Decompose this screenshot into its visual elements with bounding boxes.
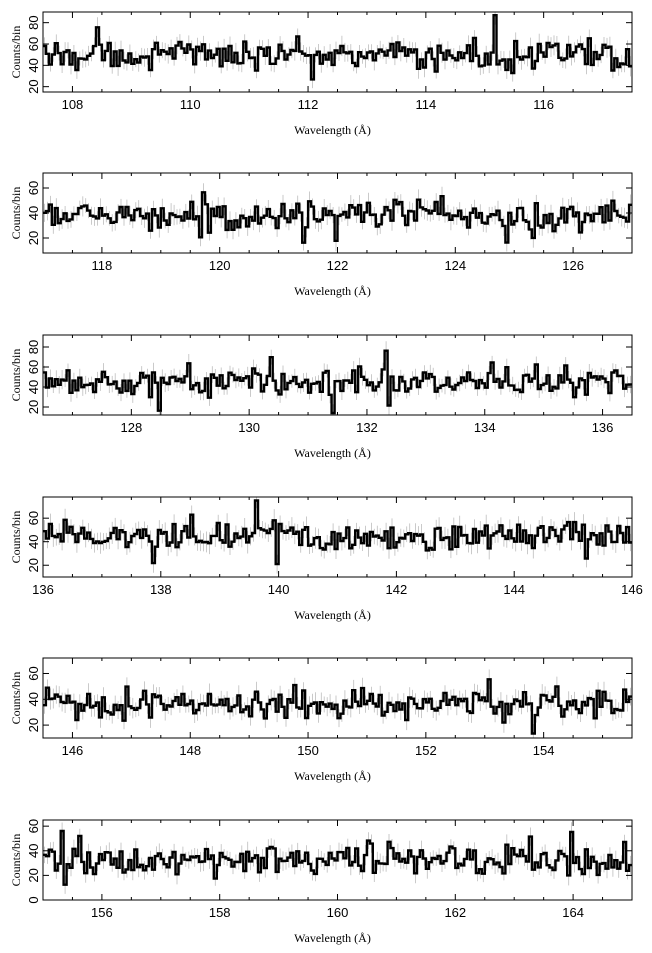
x-tick-label: 122	[327, 258, 349, 273]
counts-step-line	[43, 349, 632, 415]
y-tick-label: 20	[26, 79, 41, 93]
x-tick-label: 138	[150, 582, 172, 597]
y-tick-label: 40	[26, 844, 41, 858]
x-tick-label: 110	[180, 97, 201, 112]
x-tick-label: 162	[444, 905, 466, 920]
plot-frame	[42, 657, 633, 739]
spectrum-panel-4: 136 138 140 142 144 146 20 40 60 Wavelength (Å) Co…	[9, 496, 643, 622]
x-tick-label: 116	[533, 97, 554, 112]
y-tick-label: 60	[26, 511, 41, 525]
y-tick-label: 40	[26, 206, 41, 220]
x-tick-label: 152	[415, 743, 437, 758]
spectrum-panel-2: 118 120 122 124 126 20 40 60 Wavelength (Å) Count…	[9, 172, 633, 298]
y-axis-label: Counts/bin	[9, 349, 23, 402]
y-tick-label: 40	[26, 58, 41, 72]
x-tick-label: 112	[298, 97, 319, 112]
x-axis-label: Wavelength (Å)	[294, 931, 371, 945]
x-axis-label: Wavelength (Å)	[294, 608, 371, 622]
y-tick-label: 80	[26, 15, 41, 29]
spectrum-panel-1: 108 110 112 114 116 20 40 60 80 Wavelength (Å) Cou…	[9, 11, 633, 137]
spectrum-panel-3: 128 130 132 134 136 20 40 60 80 Wavelength (Å) Cou…	[9, 334, 633, 460]
y-tick-label: 80	[26, 340, 41, 354]
x-tick-label: 146	[62, 743, 84, 758]
x-axis-label: Wavelength (Å)	[294, 123, 371, 137]
y-tick-label: 20	[26, 718, 41, 732]
x-tick-label: 132	[356, 420, 378, 435]
y-tick-label: 60	[26, 181, 41, 195]
y-tick-label: 60	[26, 666, 41, 680]
y-tick-label: 60	[26, 37, 41, 51]
x-tick-label: 130	[238, 420, 260, 435]
x-tick-label: 154	[533, 743, 555, 758]
x-tick-label: 120	[209, 258, 231, 273]
x-tick-label: 136	[32, 582, 54, 597]
y-tick-label: 40	[26, 534, 41, 548]
y-tick-label: 0	[26, 896, 41, 903]
x-tick-label: 146	[621, 582, 643, 597]
x-tick-label: 136	[592, 420, 614, 435]
x-axis-label: Wavelength (Å)	[294, 446, 371, 460]
counts-step-line	[43, 499, 632, 566]
x-tick-label: 164	[562, 905, 584, 920]
x-tick-label: 156	[91, 905, 113, 920]
counts-step-line	[43, 191, 632, 244]
counts-step-line	[43, 14, 632, 81]
x-tick-label: 124	[444, 258, 466, 273]
y-tick-label: 20	[26, 558, 41, 572]
y-tick-label: 40	[26, 380, 41, 394]
y-tick-label: 20	[26, 868, 41, 882]
y-tick-label: 40	[26, 692, 41, 706]
x-tick-label: 148	[179, 743, 201, 758]
y-tick-label: 60	[26, 819, 41, 833]
x-tick-label: 134	[474, 420, 496, 435]
counts-step-line	[43, 829, 632, 886]
spectrum-panel-6: 156 158 160 162 164 0 20 40 60 Wavelength (Å) Coun…	[9, 819, 633, 945]
y-tick-label: 60	[26, 360, 41, 374]
error-bars	[44, 341, 631, 415]
y-axis-label: Counts/bin	[9, 511, 23, 564]
plot-frame	[42, 334, 633, 416]
x-tick-label: 118	[92, 258, 113, 273]
y-axis-label: Counts/bin	[9, 672, 23, 725]
counts-step-line	[43, 678, 632, 735]
x-tick-label: 144	[503, 582, 525, 597]
x-tick-label: 108	[62, 97, 84, 112]
y-axis-label: Counts/bin	[9, 26, 23, 79]
x-axis-label: Wavelength (Å)	[294, 769, 371, 783]
y-tick-label: 20	[26, 231, 41, 245]
x-axis-label: Wavelength (Å)	[294, 284, 371, 298]
x-tick-label: 158	[209, 905, 231, 920]
y-axis-label: Counts/bin	[9, 187, 23, 240]
x-tick-label: 142	[386, 582, 408, 597]
x-tick-label: 160	[327, 905, 349, 920]
x-tick-label: 128	[120, 420, 142, 435]
x-tick-label: 126	[562, 258, 584, 273]
x-tick-label: 114	[415, 97, 436, 112]
spectrum-panel-5: 146 148 150 152 154 20 40 60 Wavelength (Å) Count…	[9, 657, 633, 783]
x-tick-label: 150	[297, 743, 319, 758]
y-axis-label: Counts/bin	[9, 834, 23, 887]
x-tick-label: 140	[268, 582, 290, 597]
y-tick-label: 20	[26, 400, 41, 414]
